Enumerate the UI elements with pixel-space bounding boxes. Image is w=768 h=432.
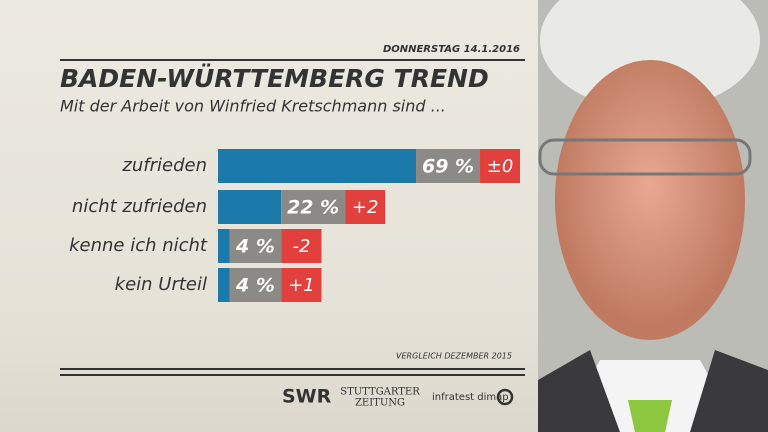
subtitle: Mit der Arbeit von Winfried Kretschmann … xyxy=(60,97,446,116)
category-label: zufrieden xyxy=(121,155,207,176)
change-box xyxy=(281,268,322,302)
category-label: kenne ich nicht xyxy=(69,235,208,256)
bar xyxy=(218,149,417,183)
chart-title: BADEN-WÜRTTEMBERG TREND xyxy=(60,63,489,93)
logo: infratest dimap xyxy=(432,392,509,403)
value-label: 4 % xyxy=(235,236,275,258)
value-label: 22 % xyxy=(287,197,339,219)
logo: SWR xyxy=(282,386,332,408)
value-box xyxy=(229,229,282,263)
value-label: 4 % xyxy=(235,275,275,297)
category-label: nicht zufrieden xyxy=(72,196,207,217)
photo xyxy=(538,0,768,432)
logo-icon xyxy=(496,388,514,406)
change-label: ±0 xyxy=(487,156,514,177)
value-label: 69 % xyxy=(422,156,474,178)
value-box xyxy=(281,190,346,224)
note: VERGLEICH DEZEMBER 2015 xyxy=(396,352,512,361)
logo: STUTTGARTER xyxy=(340,387,420,398)
logo: ZEITUNG xyxy=(355,398,405,409)
change-box xyxy=(281,229,322,263)
value-box xyxy=(416,149,481,183)
change-label: -2 xyxy=(293,236,311,257)
bar xyxy=(218,190,282,224)
change-label: +2 xyxy=(352,197,379,218)
change-box xyxy=(345,190,386,224)
bar xyxy=(218,268,230,302)
change-label: +1 xyxy=(288,275,315,296)
bar xyxy=(218,229,230,263)
category-label: kein Urteil xyxy=(115,274,207,295)
date: DONNERSTAG 14.1.2016 xyxy=(383,44,520,55)
value-box xyxy=(229,268,282,302)
change-box xyxy=(480,149,521,183)
